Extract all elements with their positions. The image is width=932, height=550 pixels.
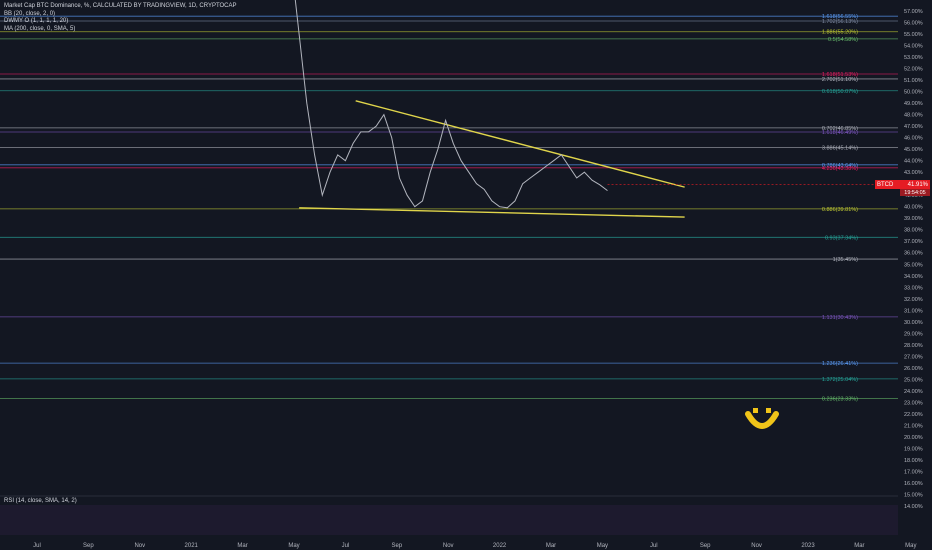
legend-ma: MA (200, close, 0, SMA, 5) — [4, 25, 76, 32]
y-tick-label: 44.00% — [904, 159, 923, 165]
y-tick-label: 45.00% — [904, 147, 923, 153]
fib-level-label: 1.236(26.41%) — [822, 361, 858, 367]
legend-title: Market Cap BTC Dominance, %, CALCULATED … — [4, 3, 237, 9]
y-tick-label: 56.00% — [904, 21, 923, 27]
y-tick-label: 21.00% — [904, 423, 923, 429]
y-tick-label: 23.00% — [904, 400, 923, 406]
x-tick-label: Jul — [342, 543, 350, 549]
fib-level-label: 1.131(30.43%) — [822, 315, 858, 321]
price-symbol: BTCD — [877, 181, 894, 188]
y-tick-label: 43.00% — [904, 170, 923, 176]
y-tick-label: 31.00% — [904, 308, 923, 314]
x-tick-label: May — [597, 543, 608, 549]
y-tick-label: 32.00% — [904, 297, 923, 303]
price-value: 41.91% — [907, 181, 928, 188]
x-tick-label: Sep — [391, 543, 402, 549]
y-tick-label: 34.00% — [904, 274, 923, 280]
y-tick-label: 37.00% — [904, 239, 923, 245]
tradingview-smiley-logo[interactable] — [744, 405, 780, 435]
fib-level-label: 1.618(46.49%) — [822, 130, 858, 136]
y-tick-label: 53.00% — [904, 55, 923, 61]
x-tick-label: Nov — [751, 543, 762, 549]
x-tick-label: Jul — [650, 543, 658, 549]
y-tick-label: 30.00% — [904, 320, 923, 326]
x-tick-label: Jul — [33, 543, 41, 549]
fib-level-label: 3.886(45.14%) — [822, 146, 858, 152]
y-tick-label: 20.00% — [904, 435, 923, 441]
rsi-band — [0, 505, 898, 535]
x-tick-label: 2021 — [185, 543, 199, 549]
y-tick-label: 27.00% — [904, 354, 923, 360]
y-tick-label: 52.00% — [904, 67, 923, 73]
y-tick-label: 14.00% — [904, 504, 923, 510]
fib-level-label: 1.618(51.53%) — [822, 72, 858, 78]
y-tick-label: 55.00% — [904, 32, 923, 38]
fib-level-label: 1.886(55.20%) — [822, 30, 858, 36]
y-tick-label: 25.00% — [904, 377, 923, 383]
fib-level-label: 4.236(43.38%) — [822, 166, 858, 172]
y-tick-label: 29.00% — [904, 331, 923, 337]
price-axis-panel — [898, 0, 932, 550]
y-tick-label: 33.00% — [904, 285, 923, 291]
x-tick-label: Nov — [134, 543, 145, 549]
fib-level-label: 0.618(50.07%) — [822, 89, 858, 95]
y-tick-label: 18.00% — [904, 458, 923, 464]
fib-level-label: 0.5(54.58%) — [828, 37, 858, 43]
fib-level-label: 0.236(23.33%) — [822, 397, 858, 403]
y-tick-label: 16.00% — [904, 481, 923, 487]
fib-level-label: 0.786(43.64%) — [822, 163, 858, 169]
y-tick-label: 50.00% — [904, 90, 923, 96]
fib-level-label: 2.702(51.10%) — [822, 77, 858, 83]
y-tick-label: 57.00% — [904, 9, 923, 15]
y-tick-label: 46.00% — [904, 136, 923, 142]
legend-dwmy: DWMY O (1, 1, 1, 1, 20) — [4, 18, 69, 24]
trendline — [355, 100, 685, 188]
y-tick-label: 22.00% — [904, 412, 923, 418]
fib-level-label: 0.886(39.81%) — [822, 207, 858, 213]
x-tick-label: Mar — [546, 543, 556, 549]
y-tick-label: 47.00% — [904, 124, 923, 130]
y-tick-label: 38.00% — [904, 228, 923, 234]
y-tick-label: 41.00% — [904, 193, 923, 199]
y-tick-label: 26.00% — [904, 366, 923, 372]
x-tick-label: Sep — [700, 543, 711, 549]
x-tick-label: Mar — [854, 543, 864, 549]
price-series-line — [294, 0, 608, 209]
y-tick-label: 19.00% — [904, 446, 923, 452]
x-tick-label: Sep — [83, 543, 94, 549]
y-tick-label: 51.00% — [904, 78, 923, 84]
fib-level-label: 1.702(56.13%) — [822, 19, 858, 25]
y-tick-label: 49.00% — [904, 101, 923, 107]
fib-level-label: 1.618(56.55%) — [822, 14, 858, 20]
y-tick-label: 35.00% — [904, 262, 923, 268]
legend-bb: BB (20, close, 2, 0) — [4, 10, 56, 17]
price-badge: BTCD 41.91% — [875, 180, 930, 189]
chart-legend: Market Cap BTC Dominance, %, CALCULATED … — [4, 3, 237, 33]
fib-level-label: 1(35.45%) — [833, 257, 859, 263]
x-tick-label: 2022 — [493, 543, 507, 549]
x-tick-label: May — [905, 543, 916, 549]
y-tick-label: 54.00% — [904, 44, 923, 50]
y-tick-label: 39.00% — [904, 216, 923, 222]
y-tick-label: 48.00% — [904, 113, 923, 119]
y-tick-label: 40.00% — [904, 205, 923, 211]
x-tick-label: 2023 — [801, 543, 815, 549]
y-tick-label: 28.00% — [904, 343, 923, 349]
fib-level-label: 1.372(25.04%) — [822, 377, 858, 383]
trendline — [299, 207, 685, 218]
rsi-legend: RSI (14, close, SMA, 14, 2) — [4, 498, 77, 504]
fib-level-label: 0.702(46.85%) — [822, 126, 858, 132]
y-tick-label: 24.00% — [904, 389, 923, 395]
y-tick-label: 15.00% — [904, 492, 923, 498]
x-tick-label: Nov — [443, 543, 454, 549]
x-tick-label: May — [288, 543, 299, 549]
x-tick-label: Mar — [237, 543, 247, 549]
y-tick-label: 36.00% — [904, 251, 923, 257]
countdown-badge: 19:54:05 — [900, 189, 930, 196]
y-tick-label: 17.00% — [904, 469, 923, 475]
fib-level-label: 0.93(37.34%) — [825, 235, 858, 241]
